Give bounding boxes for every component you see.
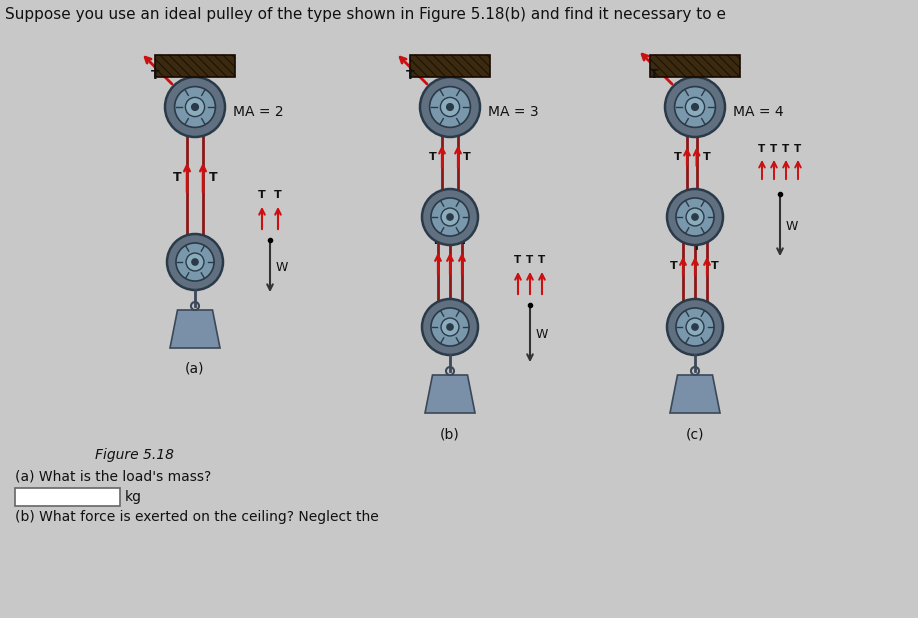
Circle shape xyxy=(165,77,225,137)
Text: T: T xyxy=(650,67,658,80)
Text: kg: kg xyxy=(125,490,142,504)
Text: Figure 5.18: Figure 5.18 xyxy=(95,448,174,462)
Text: Suppose you use an ideal pulley of the type shown in Figure 5.18(b) and find it : Suppose you use an ideal pulley of the t… xyxy=(5,7,726,22)
Text: T: T xyxy=(173,171,182,184)
Circle shape xyxy=(675,87,715,127)
Text: T: T xyxy=(432,236,440,246)
Text: T: T xyxy=(538,255,545,265)
Text: (c): (c) xyxy=(686,427,704,441)
Circle shape xyxy=(686,98,705,117)
Text: T: T xyxy=(208,171,218,184)
Text: (a) What is the load's mass?: (a) What is the load's mass? xyxy=(15,470,211,484)
Circle shape xyxy=(431,198,469,236)
Circle shape xyxy=(176,243,214,281)
Text: (a): (a) xyxy=(185,362,205,376)
Text: T: T xyxy=(758,144,766,154)
Circle shape xyxy=(691,104,699,111)
Circle shape xyxy=(192,259,198,265)
Circle shape xyxy=(174,87,216,127)
Circle shape xyxy=(422,189,478,245)
Circle shape xyxy=(667,189,723,245)
Text: T: T xyxy=(406,69,415,82)
Circle shape xyxy=(167,234,223,290)
Text: (b) What force is exerted on the ceiling? Neglect the: (b) What force is exerted on the ceiling… xyxy=(15,510,379,524)
Bar xyxy=(155,55,235,77)
Circle shape xyxy=(665,77,725,137)
Polygon shape xyxy=(670,375,720,413)
Text: T: T xyxy=(693,242,700,252)
Circle shape xyxy=(192,104,198,111)
Circle shape xyxy=(441,98,460,117)
Circle shape xyxy=(441,318,459,336)
Bar xyxy=(650,55,740,77)
Text: T: T xyxy=(674,151,682,161)
Text: T: T xyxy=(794,144,801,154)
Text: MA = 3: MA = 3 xyxy=(488,105,539,119)
Text: T: T xyxy=(526,255,533,265)
Text: T: T xyxy=(782,144,789,154)
Circle shape xyxy=(676,308,714,346)
Circle shape xyxy=(420,77,480,137)
Circle shape xyxy=(422,299,478,355)
Circle shape xyxy=(430,87,470,127)
Polygon shape xyxy=(170,310,220,348)
Text: W: W xyxy=(536,329,548,342)
FancyBboxPatch shape xyxy=(15,488,120,506)
Circle shape xyxy=(447,214,453,220)
Text: T: T xyxy=(670,261,677,271)
Text: T: T xyxy=(770,144,778,154)
Text: (b): (b) xyxy=(440,427,460,441)
Circle shape xyxy=(667,299,723,355)
Circle shape xyxy=(441,208,459,226)
Circle shape xyxy=(431,308,469,346)
Circle shape xyxy=(447,104,453,111)
Text: W: W xyxy=(786,220,799,233)
Text: T: T xyxy=(429,151,437,161)
Circle shape xyxy=(186,253,204,271)
Circle shape xyxy=(686,208,704,226)
Text: T: T xyxy=(514,255,521,265)
Text: T: T xyxy=(460,236,468,246)
Circle shape xyxy=(686,318,704,336)
Polygon shape xyxy=(425,375,475,413)
Bar xyxy=(410,55,490,77)
Circle shape xyxy=(676,198,714,236)
Text: W: W xyxy=(276,261,288,274)
Text: T: T xyxy=(258,190,266,200)
Text: T: T xyxy=(711,261,719,271)
Text: T: T xyxy=(151,69,160,82)
Text: MA = 4: MA = 4 xyxy=(733,105,784,119)
Text: T: T xyxy=(448,236,456,246)
Text: T: T xyxy=(702,151,711,161)
Text: T: T xyxy=(463,151,471,161)
Text: MA = 2: MA = 2 xyxy=(233,105,284,119)
Circle shape xyxy=(692,324,698,330)
Text: T: T xyxy=(274,190,282,200)
Circle shape xyxy=(692,214,698,220)
Circle shape xyxy=(185,98,205,117)
Circle shape xyxy=(447,324,453,330)
